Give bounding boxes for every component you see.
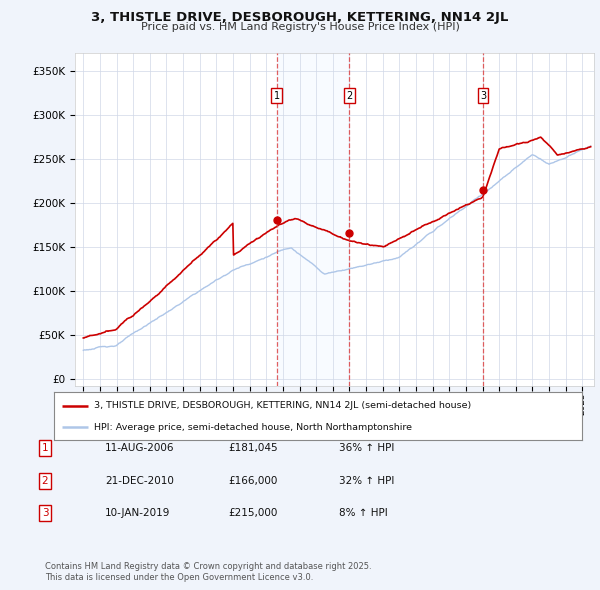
Text: 3: 3 — [41, 509, 49, 518]
Text: 3: 3 — [480, 90, 486, 100]
Text: 36% ↑ HPI: 36% ↑ HPI — [339, 444, 394, 453]
Text: 1: 1 — [41, 444, 49, 453]
Text: 32% ↑ HPI: 32% ↑ HPI — [339, 476, 394, 486]
Text: 1: 1 — [274, 90, 280, 100]
Text: Price paid vs. HM Land Registry's House Price Index (HPI): Price paid vs. HM Land Registry's House … — [140, 22, 460, 32]
Text: 2: 2 — [346, 90, 352, 100]
Bar — [277, 53, 349, 386]
Text: 11-AUG-2006: 11-AUG-2006 — [105, 444, 175, 453]
Text: 3, THISTLE DRIVE, DESBOROUGH, KETTERING, NN14 2JL (semi-detached house): 3, THISTLE DRIVE, DESBOROUGH, KETTERING,… — [94, 401, 471, 410]
Text: 8% ↑ HPI: 8% ↑ HPI — [339, 509, 388, 518]
Text: £181,045: £181,045 — [228, 444, 278, 453]
Text: £215,000: £215,000 — [228, 509, 277, 518]
Text: 2: 2 — [41, 476, 49, 486]
Text: HPI: Average price, semi-detached house, North Northamptonshire: HPI: Average price, semi-detached house,… — [94, 423, 412, 432]
Text: Contains HM Land Registry data © Crown copyright and database right 2025.
This d: Contains HM Land Registry data © Crown c… — [45, 562, 371, 582]
Text: 10-JAN-2019: 10-JAN-2019 — [105, 509, 170, 518]
Text: 3, THISTLE DRIVE, DESBOROUGH, KETTERING, NN14 2JL: 3, THISTLE DRIVE, DESBOROUGH, KETTERING,… — [91, 11, 509, 24]
Text: £166,000: £166,000 — [228, 476, 277, 486]
Text: 21-DEC-2010: 21-DEC-2010 — [105, 476, 174, 486]
